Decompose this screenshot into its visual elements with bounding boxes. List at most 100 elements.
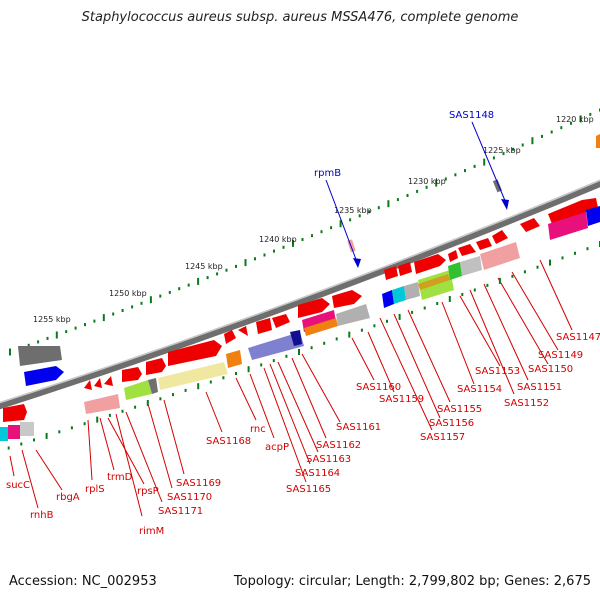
gene-label-SAS1160: SAS1160 <box>356 382 401 393</box>
scale-label-1240: 1240 kbp <box>259 235 297 244</box>
gene-block <box>460 256 482 276</box>
map-title: Staphylococcus aureus subsp. aureus MSSA… <box>81 10 519 25</box>
gene-label-rpsP: rpsP <box>137 486 159 497</box>
gene-label-SAS1154: SAS1154 <box>457 384 502 395</box>
gene-block <box>476 238 492 250</box>
gene-block <box>124 380 152 400</box>
highlight-label-rpmB: rpmB <box>314 168 341 179</box>
gene-label-SAS1161: SAS1161 <box>336 422 381 433</box>
secondary-genes <box>0 206 600 441</box>
gene-label-rplS: rplS <box>85 484 105 495</box>
gene-block <box>304 318 338 336</box>
gene-block <box>586 206 600 226</box>
gene-label-rnhB: rnhB <box>30 510 54 521</box>
gene-block <box>492 230 508 244</box>
rpmB-marker <box>353 258 361 268</box>
gene-block <box>596 134 600 148</box>
accession-text: Accession: NC_002953 <box>9 574 157 589</box>
scale-label-1230: 1230 kbp <box>408 177 446 186</box>
gene-block <box>298 298 330 318</box>
scale-label-1235: 1235 kbp <box>334 206 372 215</box>
gene-label-trmD: trmD <box>107 472 133 483</box>
gene-block <box>248 332 304 360</box>
gene-label-SAS1164: SAS1164 <box>295 468 340 479</box>
gene-block <box>104 376 113 386</box>
gene-block <box>24 366 64 386</box>
gene-block <box>448 250 458 262</box>
gene-block <box>384 266 398 280</box>
gene-block <box>398 262 412 276</box>
scale-labels: 1220 kbp 1225 kbp 1230 kbp 1235 kbp 1240… <box>33 115 594 324</box>
gene-label-SAS1159: SAS1159 <box>379 394 424 405</box>
gene-label-SAS1162: SAS1162 <box>316 440 361 451</box>
gene-label-SAS1157: SAS1157 <box>420 432 465 443</box>
gene-labels: sucC rnhB rbgA rplS trmD rpsP rimM SAS11… <box>6 332 600 537</box>
highlight-label-SAS1148: SAS1148 <box>449 110 494 121</box>
gene-block <box>158 362 228 390</box>
gene-block <box>336 304 370 326</box>
scale-label-1220: 1220 kbp <box>556 115 594 124</box>
gene-label-rimM: rimM <box>139 526 164 537</box>
scale-label-1250: 1250 kbp <box>109 289 147 298</box>
SAS1148-marker <box>501 199 509 210</box>
gene-label-SAS1147: SAS1147 <box>556 332 600 343</box>
inner-ticks <box>7 241 600 450</box>
gene-label-SAS1152: SAS1152 <box>504 398 549 409</box>
gene-label-SAS1151: SAS1151 <box>517 382 562 393</box>
gene-block <box>20 422 34 436</box>
gene-label-SAS1171: SAS1171 <box>158 506 203 517</box>
gene-block <box>382 290 394 308</box>
gene-block <box>520 218 540 232</box>
scale-label-1225: 1225 kbp <box>483 146 521 155</box>
gene-block <box>290 330 302 346</box>
forward-genes <box>3 134 600 422</box>
rpmB-pointer <box>325 179 358 263</box>
gene-block <box>414 254 446 274</box>
gene-block <box>332 290 362 308</box>
gene-block <box>404 282 420 300</box>
gene-label-SAS1156: SAS1156 <box>429 418 474 429</box>
scale-ticks <box>9 108 600 356</box>
gene-block <box>256 318 272 334</box>
gene-label-sucC: sucC <box>6 480 30 491</box>
gene-label-leaders <box>9 259 573 517</box>
gene-block <box>0 427 8 441</box>
gene-block <box>392 286 406 304</box>
gene-block <box>8 425 20 439</box>
gene-block <box>548 198 598 224</box>
gene-label-SAS1165: SAS1165 <box>286 484 331 495</box>
gene-label-SAS1163: SAS1163 <box>306 454 351 465</box>
gene-block <box>272 314 290 328</box>
gene-block <box>458 244 476 256</box>
gene-block-rpmB <box>347 239 356 253</box>
gene-block <box>3 404 27 422</box>
gene-label-SAS1155: SAS1155 <box>437 404 482 415</box>
SAS1148-pointer <box>471 121 507 204</box>
gene-block <box>122 367 142 382</box>
gene-block <box>226 350 242 368</box>
gene-label-SAS1153: SAS1153 <box>475 366 520 377</box>
gene-block <box>418 274 450 290</box>
topology-text: Topology: circular; Length: 2,799,802 bp… <box>233 574 591 589</box>
gene-block <box>18 346 62 366</box>
gene-block <box>146 358 166 375</box>
gene-label-SAS1150: SAS1150 <box>528 364 573 375</box>
genome-backbone-highlight <box>0 179 600 404</box>
gene-label-acpP: acpP <box>265 442 289 453</box>
gene-label-rbgA: rbgA <box>56 492 80 503</box>
gene-block <box>548 212 588 240</box>
scale-label-1245: 1245 kbp <box>185 262 223 271</box>
gene-label-rnc: rnc <box>250 424 266 435</box>
gene-block <box>84 394 120 414</box>
gene-label-SAS1168: SAS1168 <box>206 436 251 447</box>
gene-block <box>224 330 236 344</box>
gene-block <box>84 380 92 390</box>
gene-block <box>448 262 462 280</box>
gene-block <box>168 340 222 366</box>
gene-block <box>148 378 158 394</box>
gene-label-SAS1169: SAS1169 <box>176 478 221 489</box>
gene-label-SAS1170: SAS1170 <box>167 492 212 503</box>
genome-backbone <box>0 179 600 410</box>
gene-block <box>238 326 248 336</box>
